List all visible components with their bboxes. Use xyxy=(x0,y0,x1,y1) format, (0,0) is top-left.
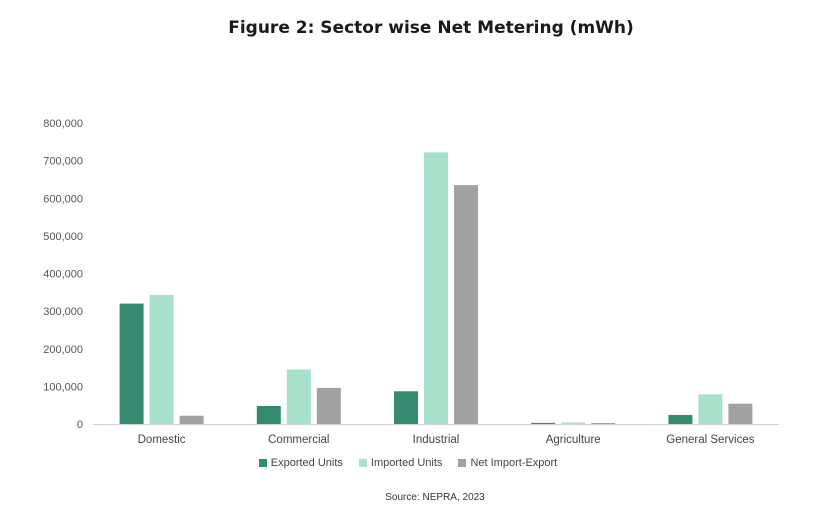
bar-net-import-export-general-services xyxy=(728,403,753,424)
bar-exported-units-agriculture xyxy=(531,422,556,424)
chart-source: Source: NEPRA, 2023 xyxy=(385,492,485,503)
y-tick-label: 400,000 xyxy=(43,269,83,281)
legend-swatch xyxy=(258,459,267,467)
bar-imported-units-agriculture xyxy=(561,422,586,424)
y-tick-label: 800,000 xyxy=(43,118,83,130)
bar-net-import-export-commercial xyxy=(316,387,341,424)
bar-net-import-export-industrial xyxy=(454,185,478,424)
y-tick-label: 700,000 xyxy=(43,156,83,168)
legend-swatch xyxy=(458,459,467,467)
y-tick-label: 100,000 xyxy=(43,381,83,393)
x-tick-label: Agriculture xyxy=(546,434,601,446)
y-tick-label: 200,000 xyxy=(43,344,83,356)
legend-label: Imported Units xyxy=(370,457,443,469)
bar-imported-units-domestic xyxy=(149,294,174,424)
bar-net-import-export-agriculture xyxy=(591,423,616,424)
legend-item: Net Import-Export xyxy=(458,457,557,469)
x-tick-label: Domestic xyxy=(138,434,186,446)
bar-exported-units-domestic xyxy=(119,303,144,424)
legend-item: Imported Units xyxy=(358,457,443,469)
x-tick-label: General Services xyxy=(666,434,754,446)
x-tick-label: Commercial xyxy=(268,434,329,446)
legend-swatch xyxy=(358,459,367,467)
chart-title: Figure 2: Sector wise Net Metering (mWh) xyxy=(228,18,634,38)
x-tick-label: Industrial xyxy=(413,434,460,446)
chart-legend: Exported Units Imported Units Net Import-E… xyxy=(0,457,816,469)
y-tick-label: 0 xyxy=(77,419,83,431)
bar-exported-units-commercial xyxy=(256,405,281,424)
y-tick-label: 500,000 xyxy=(43,231,83,243)
bar-imported-units-commercial xyxy=(286,369,311,424)
y-tick-label: 300,000 xyxy=(43,306,83,318)
bar-imported-units-industrial xyxy=(424,152,448,424)
legend-item: Exported Units xyxy=(258,457,343,469)
bar-imported-units-general-services xyxy=(698,394,723,424)
y-tick-label: 600,000 xyxy=(43,193,83,205)
bar-exported-units-industrial xyxy=(394,391,418,424)
bar-exported-units-general-services xyxy=(668,414,693,424)
bar-net-import-export-domestic xyxy=(179,415,204,424)
legend-label: Exported Units xyxy=(270,457,343,469)
legend-label: Net Import-Export xyxy=(470,457,558,469)
